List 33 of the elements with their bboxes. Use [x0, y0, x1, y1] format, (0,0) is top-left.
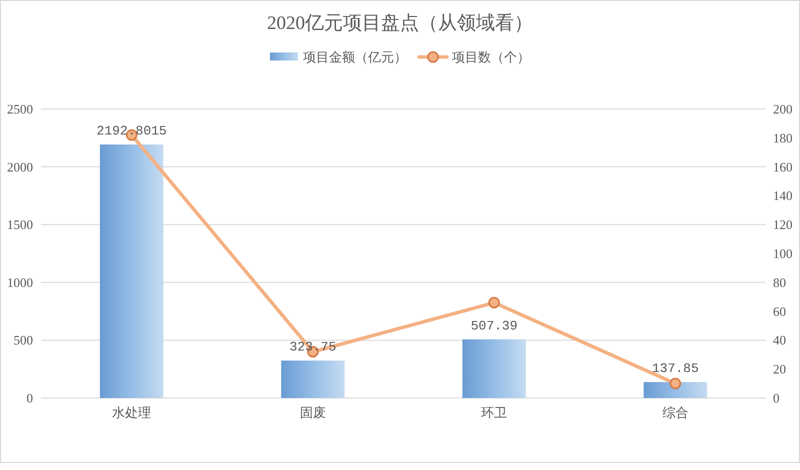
bar: [644, 382, 708, 398]
x-tick-label: 水处理: [112, 405, 152, 420]
chart-title: 2020亿元项目盘点（从领域看）: [267, 13, 533, 34]
point: [670, 378, 682, 390]
bar: [100, 144, 164, 398]
x-tick-label: 综合: [662, 405, 688, 420]
y2-tick-label: 120: [773, 217, 792, 232]
y-tick-label: 2000: [7, 159, 33, 174]
data-label: 2192.8015: [96, 124, 167, 139]
bar: [462, 339, 526, 398]
y-tick-label: 0: [26, 390, 33, 406]
legend-label: 项目金额（亿元）: [303, 50, 407, 64]
data-label: 507.39: [470, 318, 518, 334]
y-tick-label: 500: [14, 332, 33, 348]
data-label: 137.85: [652, 361, 699, 376]
legend-label: 项目数（个）: [452, 50, 530, 64]
y2-tick-label: 200: [773, 102, 792, 116]
y-tick-label: 2500: [7, 102, 33, 116]
point: [488, 296, 500, 308]
bar: [281, 360, 345, 398]
y-tick-label: 1000: [7, 274, 33, 290]
y-tick-label: 1500: [7, 217, 33, 232]
y2-tick-label: 40: [773, 332, 786, 348]
x-tick-label: 环卫: [481, 405, 508, 420]
y2-tick-label: 80: [773, 274, 786, 290]
x-tick-label: 固废: [300, 405, 326, 420]
y2-tick-label: 140: [773, 188, 792, 204]
y2-tick-label: 0: [773, 390, 780, 406]
y2-tick-label: 20: [773, 362, 786, 377]
y2-tick-label: 180: [773, 130, 792, 146]
y2-tick-label: 100: [773, 246, 792, 261]
y2-tick-label: 60: [773, 304, 786, 319]
y2-tick-label: 160: [773, 159, 792, 174]
